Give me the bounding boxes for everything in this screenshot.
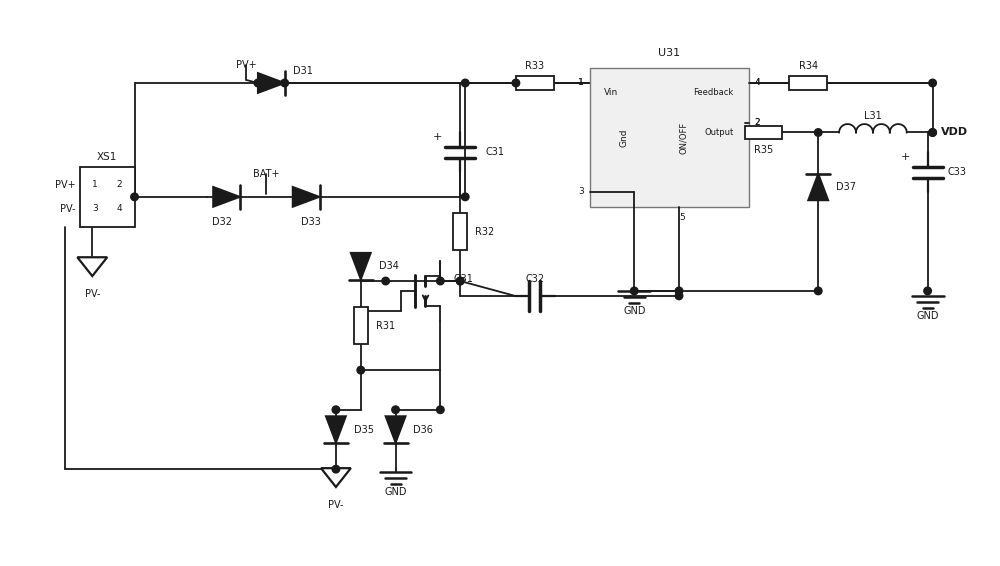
- Bar: [80, 167, 135, 226]
- Text: GND: GND: [916, 311, 939, 321]
- Circle shape: [456, 277, 464, 285]
- Text: PV-: PV-: [85, 289, 100, 299]
- Text: PV-: PV-: [328, 500, 344, 510]
- Text: C33: C33: [948, 167, 967, 177]
- Circle shape: [512, 79, 520, 87]
- Polygon shape: [808, 174, 828, 200]
- Circle shape: [437, 406, 444, 414]
- Polygon shape: [258, 73, 285, 93]
- Polygon shape: [293, 187, 320, 207]
- Text: Feedback: Feedback: [693, 88, 734, 97]
- Text: Q31: Q31: [453, 274, 473, 284]
- Circle shape: [382, 277, 389, 285]
- Text: C31: C31: [485, 147, 504, 157]
- Circle shape: [814, 128, 822, 136]
- Circle shape: [437, 277, 444, 285]
- Circle shape: [332, 465, 340, 473]
- Text: D35: D35: [354, 424, 374, 435]
- Text: PV+: PV+: [55, 180, 76, 190]
- Text: 4: 4: [755, 79, 760, 88]
- Circle shape: [456, 277, 464, 285]
- Circle shape: [131, 193, 138, 200]
- Circle shape: [929, 79, 936, 87]
- Text: D36: D36: [413, 424, 433, 435]
- Polygon shape: [77, 258, 107, 276]
- Text: 5: 5: [679, 213, 685, 222]
- Text: C32: C32: [525, 274, 544, 284]
- Bar: [453, 213, 467, 250]
- Text: 3: 3: [92, 204, 98, 213]
- Bar: [745, 126, 782, 139]
- Circle shape: [357, 366, 365, 374]
- Text: D31: D31: [293, 66, 313, 76]
- Text: Output: Output: [704, 127, 734, 136]
- Text: 1: 1: [578, 79, 584, 88]
- Text: R33: R33: [525, 61, 544, 71]
- Text: Gnd: Gnd: [620, 128, 629, 147]
- Text: PV-: PV-: [60, 204, 76, 214]
- Text: 2: 2: [116, 181, 122, 190]
- Circle shape: [254, 79, 262, 87]
- Text: BAT+: BAT+: [253, 169, 280, 179]
- Polygon shape: [213, 187, 240, 207]
- Text: L31: L31: [864, 111, 882, 121]
- Text: R31: R31: [376, 320, 395, 331]
- Text: R32: R32: [475, 226, 494, 237]
- Text: ON/OFF: ON/OFF: [679, 121, 688, 153]
- Text: D32: D32: [212, 217, 232, 226]
- Text: PV+: PV+: [236, 60, 257, 70]
- Text: D33: D33: [301, 217, 321, 226]
- Polygon shape: [326, 416, 346, 443]
- Text: 3: 3: [578, 187, 584, 196]
- Text: 1: 1: [92, 181, 98, 190]
- Text: 1: 1: [578, 79, 584, 88]
- Text: R34: R34: [799, 61, 818, 71]
- Circle shape: [461, 79, 469, 87]
- Circle shape: [675, 287, 683, 295]
- Text: XS1: XS1: [97, 152, 117, 162]
- Text: GND: GND: [623, 306, 646, 316]
- Text: D34: D34: [379, 261, 399, 271]
- Text: +: +: [433, 132, 442, 142]
- Text: VDD: VDD: [941, 127, 968, 138]
- Text: 2: 2: [755, 118, 760, 127]
- Circle shape: [675, 292, 683, 299]
- Text: U31: U31: [658, 48, 680, 58]
- Bar: [590, 68, 749, 207]
- Text: R35: R35: [754, 145, 773, 155]
- Text: 4: 4: [755, 79, 760, 88]
- Polygon shape: [321, 468, 351, 487]
- Polygon shape: [351, 253, 371, 280]
- Text: Vin: Vin: [604, 88, 619, 97]
- Circle shape: [281, 79, 288, 87]
- Bar: [789, 76, 827, 90]
- Text: +: +: [900, 152, 910, 162]
- Bar: [354, 307, 368, 344]
- Text: 2: 2: [755, 118, 760, 127]
- Circle shape: [814, 287, 822, 295]
- Circle shape: [929, 128, 936, 136]
- Circle shape: [929, 128, 936, 136]
- Bar: [516, 76, 554, 90]
- Text: GND: GND: [384, 487, 407, 497]
- Text: D37: D37: [836, 182, 856, 192]
- Polygon shape: [386, 416, 406, 443]
- Circle shape: [461, 193, 469, 200]
- Circle shape: [392, 406, 399, 414]
- Circle shape: [630, 287, 638, 295]
- Circle shape: [332, 406, 340, 414]
- Text: 4: 4: [116, 204, 122, 213]
- Circle shape: [924, 287, 931, 295]
